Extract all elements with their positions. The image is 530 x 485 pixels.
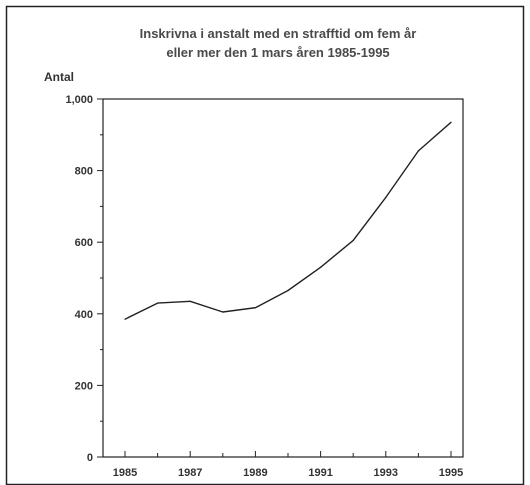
x-tick-label: 1985 bbox=[113, 467, 137, 479]
x-tick-label: 1987 bbox=[178, 467, 202, 479]
chart-title-line-2: eller mer den 1 mars åren 1985-1995 bbox=[166, 45, 389, 60]
y-tick-label: 400 bbox=[75, 309, 93, 321]
x-tick-label: 1989 bbox=[243, 467, 267, 479]
x-tick-label: 1991 bbox=[308, 467, 332, 479]
data-point-1989 bbox=[254, 307, 256, 309]
data-point-1992 bbox=[352, 239, 354, 242]
y-tick-label: 200 bbox=[75, 380, 93, 392]
y-tick-label: 1,000 bbox=[65, 94, 93, 106]
data-point-1990 bbox=[287, 289, 289, 292]
data-point-1988 bbox=[222, 311, 224, 313]
axis-ticks bbox=[97, 98, 452, 458]
x-tick-label: 1993 bbox=[374, 467, 398, 479]
data-point-1985 bbox=[124, 318, 126, 320]
data-point-1987 bbox=[189, 300, 191, 302]
data-point-1986 bbox=[157, 302, 159, 304]
y-tick-label: 600 bbox=[75, 237, 93, 249]
data-point-1993 bbox=[385, 196, 387, 199]
chart-title-line-1: Inskrivna i anstalt med en strafftid om … bbox=[140, 26, 417, 41]
data-points bbox=[124, 121, 452, 320]
x-tick-label: 1995 bbox=[439, 467, 463, 479]
y-axis-label: Antal bbox=[44, 70, 74, 84]
data-point-1991 bbox=[320, 266, 322, 268]
series-line bbox=[124, 121, 452, 320]
plot-frame bbox=[102, 98, 464, 458]
tick-labels: 0 200 400 600 800 1,000 1985 1987 1989 1991 1993 19… bbox=[65, 94, 463, 479]
data-point-1994 bbox=[417, 150, 419, 152]
y-tick-label: 0 bbox=[87, 452, 93, 464]
y-tick-label: 800 bbox=[75, 166, 93, 178]
data-point-1995 bbox=[450, 121, 452, 123]
